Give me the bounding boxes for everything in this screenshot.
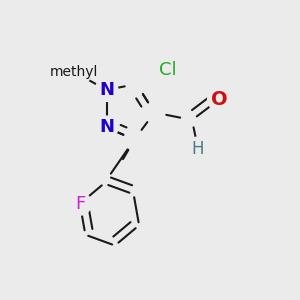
Circle shape [187, 137, 209, 160]
Circle shape [95, 116, 118, 139]
Text: Cl: Cl [159, 61, 176, 79]
Circle shape [68, 192, 91, 215]
Circle shape [95, 79, 118, 101]
Text: N: N [99, 118, 114, 136]
Text: O: O [211, 90, 227, 109]
Circle shape [208, 88, 230, 111]
Text: F: F [75, 195, 85, 213]
Text: N: N [99, 81, 114, 99]
Text: methyl: methyl [50, 65, 99, 79]
Circle shape [156, 59, 179, 82]
Text: H: H [192, 140, 204, 158]
Circle shape [58, 56, 91, 88]
